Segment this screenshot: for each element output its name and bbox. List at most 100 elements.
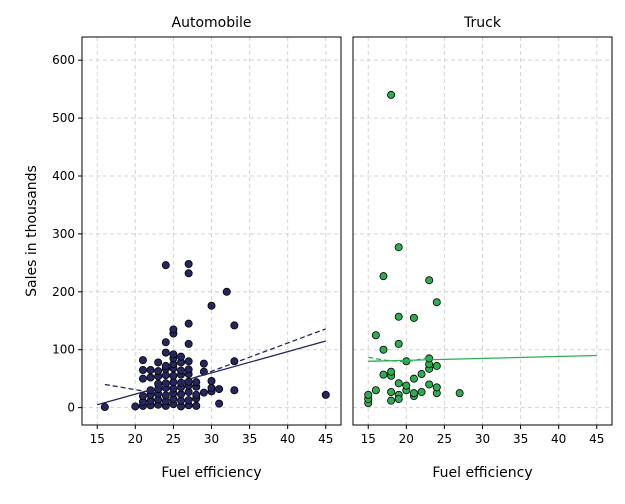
data-point	[207, 301, 216, 310]
y-tick-label: 600	[52, 53, 75, 67]
data-point	[379, 345, 388, 354]
data-point	[199, 388, 208, 397]
data-point	[409, 374, 418, 383]
data-point	[138, 356, 147, 365]
x-tick-label: 25	[166, 432, 181, 446]
data-point	[394, 379, 403, 388]
data-point	[184, 396, 193, 405]
data-point	[154, 367, 163, 376]
data-point	[417, 370, 426, 379]
x-tick-label: 30	[204, 432, 219, 446]
data-point	[394, 339, 403, 348]
data-point	[138, 374, 147, 383]
y-tick-label: 100	[52, 343, 75, 357]
data-point	[409, 389, 418, 398]
data-point	[215, 385, 224, 394]
data-point	[169, 350, 178, 359]
data-point	[138, 392, 147, 401]
data-point	[364, 390, 373, 399]
data-point	[184, 260, 193, 269]
panel-0: Automobile 0 100 200 300 400 500 600 15 20 25 30 35 4…	[52, 15, 342, 481]
x-tick-label: 15	[90, 432, 105, 446]
data-point	[387, 90, 396, 99]
data-point	[138, 365, 147, 374]
data-point	[207, 376, 216, 385]
data-point	[425, 380, 434, 389]
data-point	[207, 383, 216, 392]
panel-title: Automobile	[172, 15, 252, 31]
data-point	[230, 321, 239, 330]
data-point	[146, 373, 155, 382]
data-point	[192, 390, 201, 399]
data-point	[394, 243, 403, 252]
y-tick-label: 500	[52, 111, 75, 125]
x-axis-label: Fuel efficiency	[432, 465, 532, 481]
fit-line-linear	[97, 340, 326, 406]
panel-1: Truck 15 20 25 30 35 40 45 Fuel efficiency	[352, 15, 613, 481]
data-point	[184, 269, 193, 278]
data-point	[184, 357, 193, 366]
data-point	[192, 378, 201, 387]
y-tick-label: 0	[67, 401, 75, 415]
data-point	[402, 381, 411, 390]
data-point	[161, 348, 170, 357]
x-tick-label: 30	[475, 432, 490, 446]
data-point	[169, 325, 178, 334]
panels-layer: Automobile 0 100 200 300 400 500 600 15 20 25 30 35 4…	[52, 15, 613, 481]
data-point	[177, 352, 186, 361]
x-tick-label: 35	[242, 432, 257, 446]
data-point	[230, 386, 239, 395]
x-tick-label: 25	[437, 432, 452, 446]
data-point	[169, 371, 178, 380]
fit-line-linear	[368, 354, 597, 362]
fit-line-loess	[104, 328, 326, 396]
x-tick-label: 40	[551, 432, 566, 446]
data-point	[192, 401, 201, 410]
data-point	[387, 396, 396, 405]
y-tick-label: 300	[52, 227, 75, 241]
data-point	[161, 261, 170, 270]
data-point	[184, 339, 193, 348]
data-point	[184, 319, 193, 328]
data-point	[387, 367, 396, 376]
data-point	[425, 276, 434, 285]
data-point	[177, 390, 186, 399]
data-point	[154, 358, 163, 367]
data-point	[417, 387, 426, 396]
data-point	[222, 287, 231, 296]
x-tick-label: 20	[128, 432, 143, 446]
data-point	[371, 331, 380, 340]
data-point	[371, 386, 380, 395]
x-tick-label: 20	[399, 432, 414, 446]
data-point	[184, 365, 193, 374]
x-tick-label: 45	[318, 432, 333, 446]
data-point	[177, 366, 186, 375]
data-point	[379, 272, 388, 281]
data-point	[379, 370, 388, 379]
data-point	[131, 402, 140, 411]
data-point	[394, 394, 403, 403]
data-point	[432, 383, 441, 392]
data-point	[215, 399, 224, 408]
x-tick-label: 40	[280, 432, 295, 446]
x-tick-label: 45	[589, 432, 604, 446]
x-axis-label: Fuel efficiency	[161, 465, 261, 481]
data-point	[146, 365, 155, 374]
fit-line-loess	[368, 356, 430, 363]
data-point	[409, 313, 418, 322]
data-point	[394, 312, 403, 321]
x-tick-label: 35	[513, 432, 528, 446]
y-tick-label: 200	[52, 285, 75, 299]
data-point	[321, 390, 330, 399]
data-point	[432, 361, 441, 370]
y-tick-label: 400	[52, 169, 75, 183]
data-point	[161, 338, 170, 347]
y-axis-label: Sales in thousands	[24, 165, 40, 297]
data-point	[161, 361, 170, 370]
data-point	[100, 403, 109, 412]
panel-title: Truck	[463, 15, 502, 31]
data-point	[455, 389, 464, 398]
data-point	[432, 298, 441, 307]
